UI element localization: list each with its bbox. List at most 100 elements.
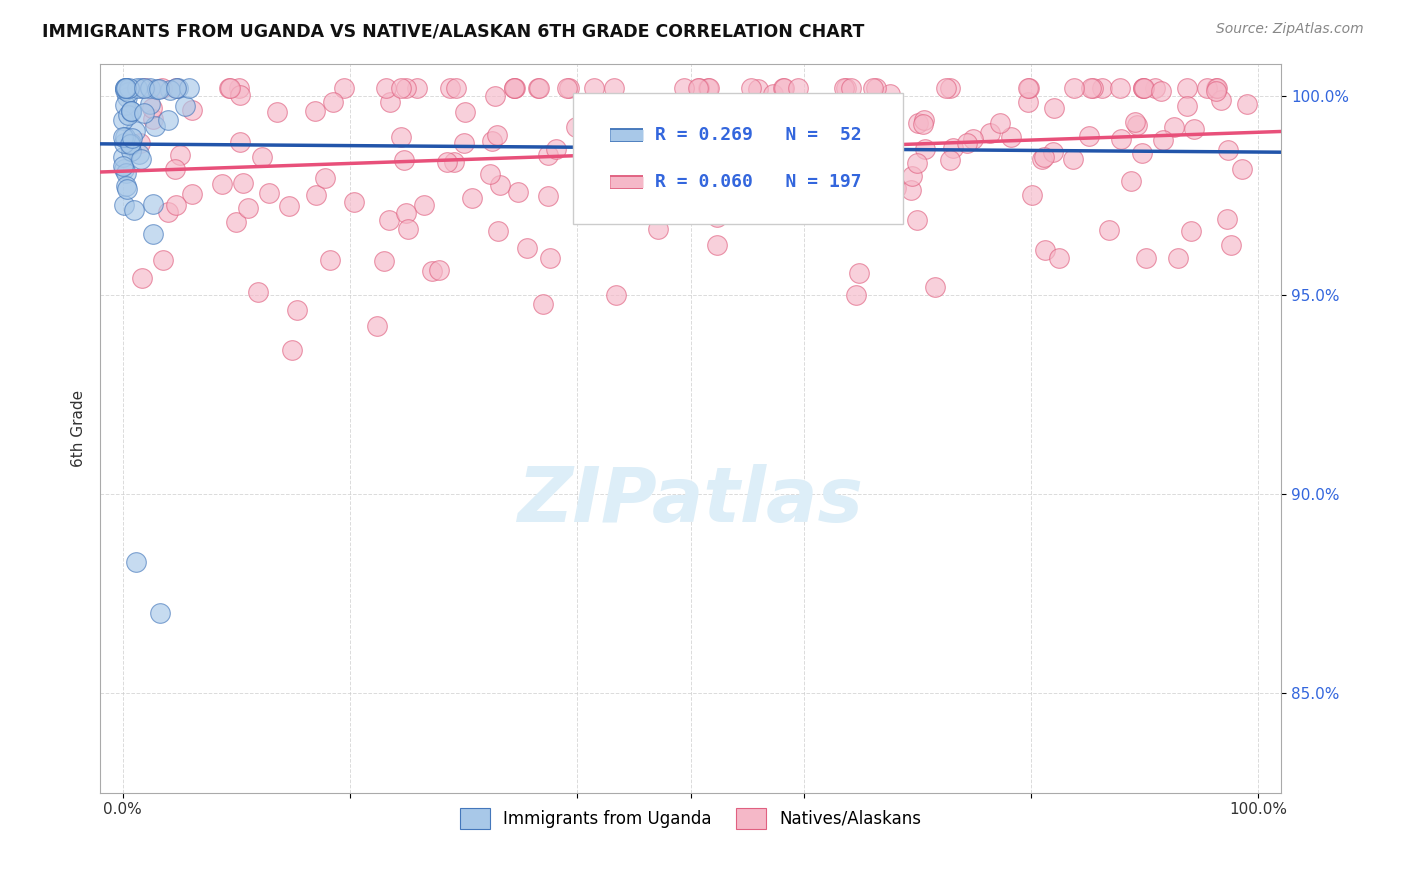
Point: [1152, 133, 1174, 147]
Point: [834, 123, 856, 137]
Point: [1205, 84, 1227, 98]
Point: [1033, 243, 1056, 257]
Point: [218, 81, 240, 95]
Point: [731, 145, 754, 159]
Point: [939, 81, 962, 95]
Point: [398, 222, 420, 236]
Point: [787, 81, 810, 95]
Point: [314, 171, 336, 186]
Point: [1123, 115, 1146, 129]
Point: [139, 81, 162, 95]
Point: [373, 254, 395, 268]
Point: [835, 81, 858, 95]
Point: [228, 135, 250, 149]
Point: [845, 287, 868, 301]
Point: [558, 81, 581, 95]
Point: [1091, 81, 1114, 95]
Point: [697, 81, 720, 95]
Point: [114, 81, 136, 95]
Point: [120, 105, 142, 120]
Point: [546, 141, 568, 155]
Point: [905, 213, 928, 227]
Point: [142, 197, 165, 211]
Point: [142, 227, 165, 241]
Point: [157, 112, 180, 127]
Point: [912, 112, 935, 127]
Point: [343, 195, 366, 210]
Point: [1130, 145, 1153, 160]
Point: [481, 134, 503, 148]
Point: [688, 142, 710, 156]
Point: [150, 81, 173, 95]
Point: [395, 205, 418, 219]
Point: [395, 81, 418, 95]
Point: [129, 81, 152, 95]
Point: [420, 264, 443, 278]
Point: [706, 238, 728, 252]
Point: [1236, 97, 1258, 112]
Point: [122, 203, 145, 218]
Point: [862, 81, 884, 95]
Point: [1167, 251, 1189, 265]
Point: [673, 81, 696, 95]
Point: [516, 241, 538, 255]
Point: [1000, 130, 1022, 145]
Point: [988, 116, 1011, 130]
Point: [1180, 224, 1202, 238]
Point: [1077, 129, 1099, 144]
Point: [285, 303, 308, 318]
Point: [616, 159, 638, 173]
Point: [389, 130, 412, 145]
Point: [1062, 152, 1084, 166]
Point: [181, 187, 204, 202]
Point: [165, 198, 187, 212]
Point: [1209, 93, 1232, 107]
Point: [165, 81, 187, 95]
Point: [228, 81, 250, 95]
Point: [211, 177, 233, 191]
Point: [1215, 211, 1237, 226]
Point: [506, 185, 529, 199]
Point: [112, 136, 135, 151]
Point: [134, 81, 156, 95]
Point: [762, 87, 785, 101]
Point: [118, 136, 141, 151]
Point: [849, 145, 872, 160]
Point: [131, 270, 153, 285]
Point: [676, 118, 699, 132]
Point: [1042, 145, 1064, 159]
Point: [907, 116, 929, 130]
Point: [159, 83, 181, 97]
Point: [114, 130, 136, 145]
Point: [225, 215, 247, 229]
Point: [706, 210, 728, 224]
Point: [266, 104, 288, 119]
Point: [900, 183, 922, 197]
Point: [1047, 252, 1070, 266]
Point: [238, 201, 260, 215]
Point: [1018, 81, 1040, 95]
Point: [1205, 81, 1227, 95]
Point: [149, 607, 172, 621]
Point: [853, 159, 876, 173]
Text: R = 0.269   N =  52: R = 0.269 N = 52: [655, 127, 862, 145]
Point: [773, 81, 796, 95]
Point: [856, 185, 879, 199]
Point: [1195, 81, 1218, 95]
Point: [169, 147, 191, 161]
Point: [697, 81, 720, 95]
Point: [1175, 99, 1198, 113]
Point: [1021, 188, 1043, 202]
Point: [1216, 143, 1239, 157]
Point: [962, 132, 984, 146]
Point: [879, 87, 901, 101]
Point: [772, 81, 794, 95]
Point: [832, 81, 855, 95]
Point: [128, 136, 150, 150]
Point: [538, 251, 561, 265]
Point: [246, 285, 269, 299]
Point: [939, 153, 962, 168]
Point: [167, 81, 190, 95]
Point: [443, 154, 465, 169]
Point: [605, 287, 627, 301]
